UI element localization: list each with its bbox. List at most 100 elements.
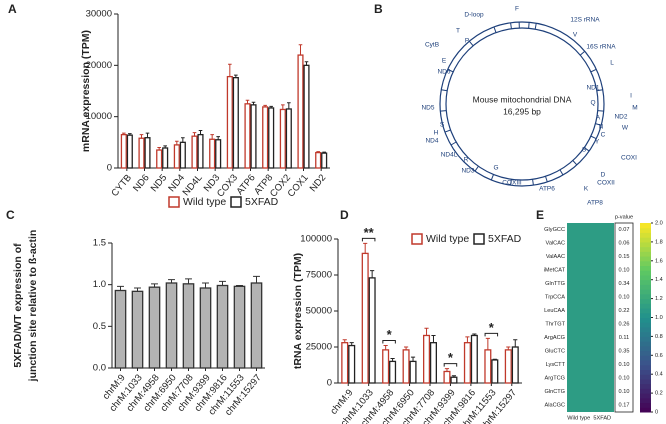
row-label: ThrTGT [545, 322, 565, 328]
bar [279, 108, 286, 169]
colorbar-step [640, 336, 651, 342]
error-bar [210, 134, 214, 140]
heatmap-cell [567, 344, 591, 358]
colorbar-tick-label: 1.0 [655, 315, 663, 321]
gene-label: S [440, 122, 445, 129]
bar [197, 133, 204, 169]
error-bar [342, 339, 347, 343]
legend-label: 5XFAD [488, 233, 522, 245]
gene-label: ND6 [437, 69, 450, 76]
bar [131, 290, 144, 369]
legend-swatch [230, 196, 242, 208]
panel-label: B [374, 2, 383, 16]
bar [463, 342, 471, 384]
error-bar [198, 130, 203, 135]
bar [215, 139, 222, 169]
heatmap-cell [590, 358, 614, 372]
p-value: 0.10 [619, 295, 630, 301]
bar [126, 134, 133, 169]
gene-boundary [532, 179, 534, 186]
heatmap-cell [590, 331, 614, 345]
p-value: 0.26 [619, 322, 630, 328]
y-tick-label: 0 [327, 378, 332, 389]
error-bar [472, 333, 477, 336]
colorbar-step [640, 237, 651, 243]
center-label: 16,295 bp [503, 106, 541, 116]
colorbar-step [640, 312, 651, 318]
y-tick-label: 1.0 [93, 279, 106, 290]
mtdna-map: B Mouse mitochondrial DNA 16,295 bp D-lo… [374, 2, 638, 207]
bar [148, 286, 161, 369]
legend-swatch [473, 233, 485, 245]
y-tick-label: 50000 [306, 306, 332, 317]
gene-boundary [493, 26, 497, 33]
row-label: AlaCGC [544, 403, 565, 409]
row-label: ValAAC [546, 254, 565, 260]
panel-label: C [6, 208, 15, 222]
gene-boundary [579, 50, 586, 56]
gene-label: R [464, 157, 469, 164]
gene-label: ND5 [421, 105, 434, 112]
bar [156, 149, 163, 169]
gene-boundary [447, 68, 454, 73]
bar [209, 138, 216, 169]
gene-boundary [545, 176, 548, 183]
colorbar-step [640, 270, 651, 276]
significance-label: * [448, 350, 454, 365]
gene-boundary [590, 135, 597, 140]
y-tick-label: 0.5 [93, 321, 106, 332]
gene-label: ATP6 [539, 186, 555, 193]
heatmap-cell [567, 250, 591, 264]
bar [504, 349, 512, 384]
gene-label: T [456, 28, 460, 35]
colorbar-step [640, 326, 651, 333]
bar [491, 359, 499, 384]
colorbar-step [640, 293, 651, 300]
row-label: GlyGCC [544, 227, 565, 233]
y-axis-label: 5XFAD/WT expression of [12, 243, 24, 368]
panel-label: A [8, 2, 17, 16]
p-value: 0.17 [619, 403, 630, 409]
row-label: LeuCAA [544, 308, 565, 314]
bar [511, 346, 519, 384]
error-bar [363, 242, 368, 254]
gene-boundary [534, 23, 537, 30]
bar [244, 103, 251, 169]
legend-label: Wild type [426, 233, 469, 245]
gene-label: W [622, 125, 629, 132]
y-tick-label: 75000 [306, 270, 332, 281]
heatmap-cell [567, 398, 591, 412]
legend-swatch [168, 196, 180, 208]
error-bar [403, 346, 409, 350]
y-tick-label: 25000 [306, 342, 332, 353]
p-value-box [614, 222, 634, 413]
error-bar [513, 339, 518, 347]
legend-label: Wild type [183, 196, 226, 208]
error-bar [139, 134, 144, 139]
genome-ring [439, 21, 605, 187]
p-value: 0.10 [619, 268, 630, 274]
gene-boundary [468, 40, 474, 47]
colorbar-step [640, 289, 651, 295]
colorbar-step [640, 256, 651, 262]
row-label: LysCTT [546, 362, 566, 368]
x-tick-label: CYTB [109, 172, 134, 198]
colorbar-step [640, 265, 651, 271]
bar [250, 282, 263, 369]
colorbar-step [640, 241, 651, 248]
colorbar-step [640, 232, 651, 238]
gene-boundary [583, 147, 590, 152]
colorbar-step [640, 284, 651, 290]
error-bar [245, 99, 250, 104]
error-bar [163, 145, 167, 148]
bar [422, 334, 431, 384]
p-value: 0.22 [619, 308, 630, 314]
colorbar-step [640, 331, 651, 337]
gene-label: ND4L [441, 152, 458, 159]
gene-label: COXII [597, 180, 615, 187]
error-bar [349, 342, 354, 346]
bar [138, 137, 145, 169]
gene-label: COXIII [502, 180, 522, 187]
gene-label: ND2 [614, 114, 627, 121]
